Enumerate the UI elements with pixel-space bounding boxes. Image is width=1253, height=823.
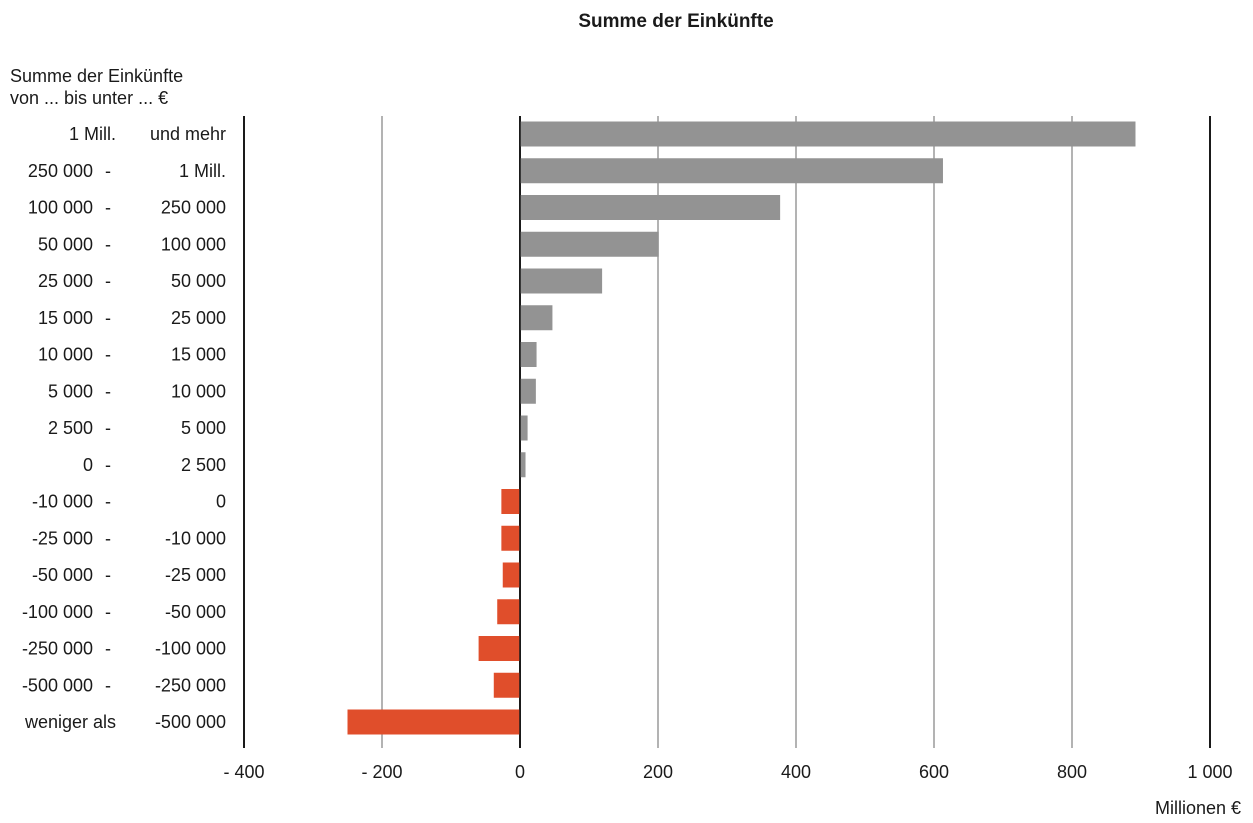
- category-header-line-2: von ... bis unter ... €: [10, 88, 168, 108]
- category-to-label: 25 000: [171, 308, 226, 328]
- category-to-label: -100 000: [155, 639, 226, 659]
- category-separator: -: [105, 455, 111, 475]
- category-from-label: 50 000: [38, 234, 93, 254]
- bar: [520, 305, 553, 331]
- x-tick-label: 400: [781, 762, 811, 782]
- bar: [520, 378, 536, 404]
- x-axis-unit-label: Millionen €: [1155, 798, 1241, 818]
- category-from-label: 1 Mill.: [69, 124, 116, 144]
- category-to-label: 1 Mill.: [179, 161, 226, 181]
- category-separator: -: [105, 602, 111, 622]
- category-from-label: 250 000: [28, 161, 93, 181]
- x-tick-label: - 400: [223, 762, 264, 782]
- category-separator: -: [105, 234, 111, 254]
- category-header-line-1: Summe der Einkünfte: [10, 66, 183, 86]
- category-from-label: -50 000: [32, 565, 93, 585]
- bar: [520, 452, 526, 478]
- category-separator: -: [105, 381, 111, 401]
- bar: [478, 636, 520, 661]
- x-tick-label: 0: [515, 762, 525, 782]
- category-to-label: -10 000: [165, 528, 226, 548]
- category-from-label: 10 000: [38, 345, 93, 365]
- bars: [347, 116, 1136, 748]
- category-from-label: -10 000: [32, 492, 93, 512]
- bar: [502, 562, 520, 588]
- category-to-label: und mehr: [150, 124, 226, 144]
- bar: [497, 599, 520, 625]
- chart-title: Summe der Einkünfte: [578, 11, 773, 32]
- category-to-label: 15 000: [171, 345, 226, 365]
- category-to-label: 10 000: [171, 381, 226, 401]
- category-to-label: -250 000: [155, 675, 226, 695]
- category-from-label: -500 000: [22, 675, 93, 695]
- x-tick-label: 600: [919, 762, 949, 782]
- bar: [347, 709, 520, 735]
- category-from-label: -25 000: [32, 528, 93, 548]
- category-separator: -: [105, 198, 111, 218]
- category-from-label: 0: [83, 455, 93, 475]
- bar: [501, 525, 520, 551]
- category-separator: -: [105, 528, 111, 548]
- category-separator: -: [105, 308, 111, 328]
- bar: [520, 121, 1136, 147]
- category-separator: -: [105, 492, 111, 512]
- category-separator: -: [105, 161, 111, 181]
- x-tick-labels: - 400 - 200 0 200 400 600 800 1 000: [223, 762, 1232, 782]
- category-to-label: -500 000: [155, 712, 226, 732]
- bar: [520, 231, 659, 257]
- bar: [520, 158, 943, 184]
- category-to-label: 5 000: [181, 418, 226, 438]
- bar: [520, 415, 528, 441]
- category-separator: -: [105, 565, 111, 585]
- category-to-label: -25 000: [165, 565, 226, 585]
- category-from-label: 5 000: [48, 381, 93, 401]
- category-from-label: weniger als: [24, 712, 116, 732]
- x-tick-label: - 200: [361, 762, 402, 782]
- category-from-label: 25 000: [38, 271, 93, 291]
- category-separator: -: [105, 271, 111, 291]
- bar: [520, 195, 781, 220]
- category-to-label: 100 000: [161, 234, 226, 254]
- category-from-label: 2 500: [48, 418, 93, 438]
- category-separator: -: [105, 639, 111, 659]
- x-tick-label: 1 000: [1187, 762, 1232, 782]
- category-from-label: -100 000: [22, 602, 93, 622]
- category-to-label: 50 000: [171, 271, 226, 291]
- x-tick-label: 200: [643, 762, 673, 782]
- bar: [520, 268, 603, 294]
- bar: [501, 489, 520, 514]
- category-to-label: 2 500: [181, 455, 226, 475]
- category-separator: -: [105, 675, 111, 695]
- bar: [493, 672, 520, 698]
- category-from-label: 15 000: [38, 308, 93, 328]
- category-to-label: 0: [216, 492, 226, 512]
- bar: [520, 342, 537, 367]
- category-from-label: 100 000: [28, 198, 93, 218]
- category-to-label: 250 000: [161, 198, 226, 218]
- x-tick-label: 800: [1057, 762, 1087, 782]
- category-to-label: -50 000: [165, 602, 226, 622]
- category-separator: -: [105, 345, 111, 365]
- category-from-label: -250 000: [22, 639, 93, 659]
- category-separator: -: [105, 418, 111, 438]
